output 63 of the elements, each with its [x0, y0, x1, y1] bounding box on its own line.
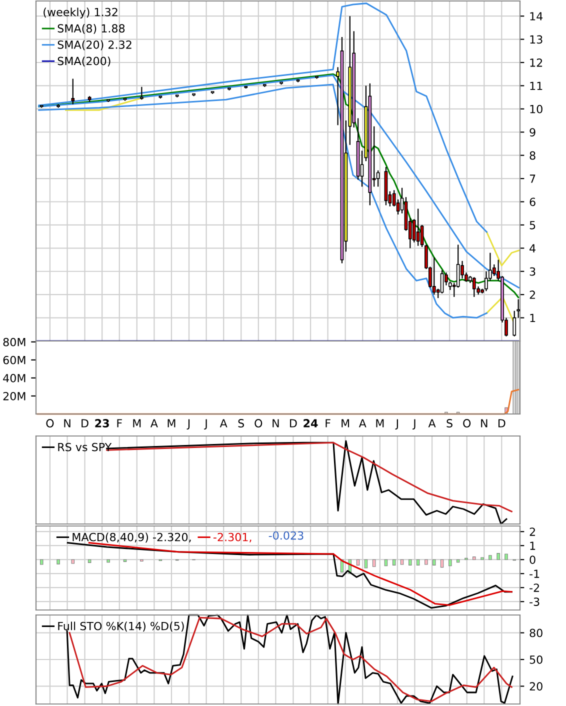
y-tick-label: -1 — [530, 570, 540, 578]
y-tick-label: 2 — [530, 528, 535, 536]
legend-label: RS vs SPY — [58, 442, 112, 452]
legend-label: -2.301, — [213, 532, 252, 542]
x-tick-label: M — [168, 419, 176, 428]
y-tick-label: 4 — [530, 244, 536, 252]
y-tick-label: 50 — [530, 655, 542, 664]
y-tick-label: 13 — [530, 35, 542, 44]
x-tick-label: O — [254, 419, 262, 428]
x-tick-label: A — [220, 419, 228, 428]
x-tick-label: J — [412, 419, 416, 430]
y-tick-label: 14 — [530, 12, 543, 20]
y-tick-label: 10 — [530, 104, 542, 114]
y-tick-label: 20M — [3, 392, 26, 400]
x-tick-label: A — [150, 419, 158, 428]
x-tick-label: J — [204, 419, 207, 430]
y-tick-label: -3 — [530, 598, 540, 606]
y-tick-label: 80M — [3, 338, 26, 346]
x-tick-label: O — [463, 419, 471, 428]
y-tick-label: 2 — [530, 290, 535, 299]
x-tick-label: D — [82, 419, 88, 428]
x-tick-label: N — [272, 419, 279, 428]
x-tick-label: O — [46, 419, 54, 428]
x-tick-label: M — [133, 419, 141, 428]
y-tick-label: 5 — [530, 221, 536, 230]
x-tick-label: J — [186, 419, 190, 430]
y-tick-label: 60M — [3, 356, 26, 364]
x-tick-label: 23 — [95, 419, 109, 428]
x-tick-label: S — [446, 419, 452, 428]
legend-label: SMA(20) 2.32 — [58, 40, 132, 50]
x-tick-label: F — [117, 419, 122, 428]
x-tick-label: M — [342, 419, 350, 428]
annotation: -0.023 — [268, 531, 304, 540]
y-tick-label: 6 — [530, 198, 536, 206]
x-tick-label: N — [64, 419, 70, 428]
legend-label: MACD(8,40,9) -2.320, — [72, 532, 191, 543]
x-tick-label: D — [290, 419, 297, 428]
y-tick-label: 11 — [530, 82, 542, 90]
x-tick-label: 24 — [304, 419, 318, 428]
y-tick-label: 3 — [530, 267, 536, 276]
x-tick-label: A — [428, 419, 436, 428]
x-tick-label: N — [481, 419, 488, 428]
x-tick-label: M — [376, 419, 384, 428]
y-tick-label: -2 — [530, 584, 539, 592]
y-tick-label: 40M — [3, 374, 26, 382]
legend-label: SMA(8) 1.88 — [58, 24, 125, 34]
legend-label: SMA(200) — [58, 56, 110, 66]
y-tick-label: 12 — [530, 58, 542, 67]
y-tick-label: 20 — [530, 682, 542, 691]
x-tick-label: J — [395, 419, 398, 430]
x-tick-label: F — [326, 419, 330, 428]
x-tick-label: D — [498, 419, 506, 428]
x-tick-label: A — [358, 419, 366, 428]
y-tick-label: 7 — [530, 174, 536, 183]
y-tick-label: 1 — [530, 314, 536, 322]
y-tick-label: 1 — [530, 542, 536, 550]
y-tick-label: 8 — [530, 151, 536, 160]
y-tick-label: 80 — [530, 628, 542, 638]
x-tick-label: S — [238, 419, 244, 428]
y-tick-label: 0 — [530, 556, 536, 564]
text: (weekly) 1.32 — [44, 8, 118, 18]
legend-label: Full STO %K(14) %D(5) — [58, 622, 184, 632]
y-tick-label: 9 — [530, 128, 536, 137]
